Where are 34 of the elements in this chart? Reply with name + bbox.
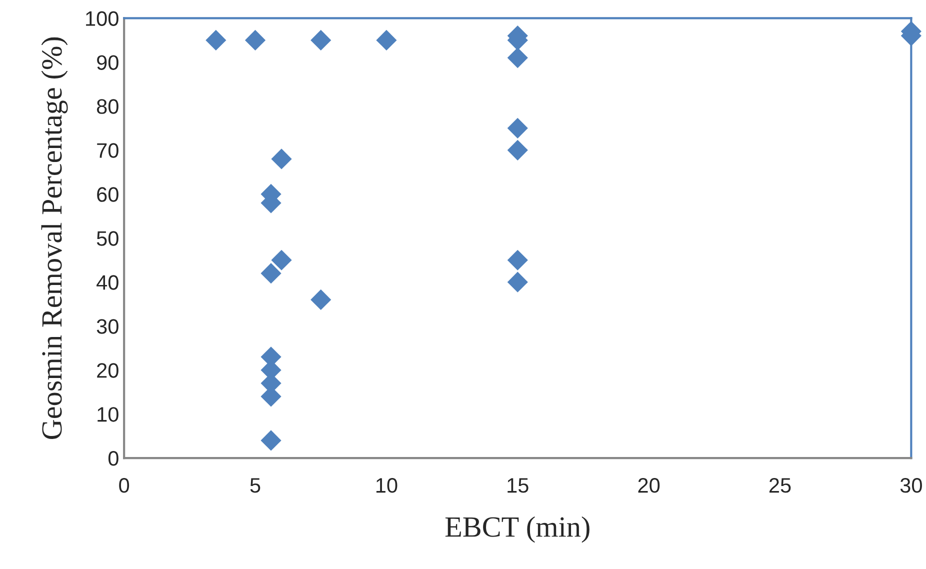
point bbox=[260, 263, 282, 284]
x-tick-label: 10 bbox=[376, 478, 398, 493]
point bbox=[310, 30, 332, 50]
y-tick-label: 70 bbox=[97, 143, 118, 158]
point bbox=[310, 289, 332, 310]
y-tick-label: 20 bbox=[97, 363, 118, 378]
point bbox=[507, 47, 528, 68]
x-tick-label: 15 bbox=[508, 478, 528, 493]
x-tick-label: 0 bbox=[119, 478, 130, 493]
y-tick-label: 30 bbox=[96, 319, 118, 334]
point bbox=[507, 272, 528, 292]
point bbox=[376, 30, 397, 50]
y-tick-label: 60 bbox=[97, 187, 118, 202]
point bbox=[507, 250, 528, 270]
y-tick-label: 100 bbox=[86, 11, 118, 26]
y-axis-title: Geosmin Removal Percentage (%) bbox=[41, 37, 68, 440]
point bbox=[206, 30, 226, 50]
point bbox=[507, 118, 528, 138]
y-tick-label: 10 bbox=[98, 407, 118, 422]
point bbox=[260, 430, 282, 451]
point bbox=[271, 250, 292, 270]
y-tick-label: 80 bbox=[96, 99, 118, 114]
y-tick-label: 0 bbox=[108, 451, 118, 466]
x-tick-label: 20 bbox=[638, 478, 660, 493]
x-tick-label: 5 bbox=[250, 478, 260, 493]
point bbox=[271, 148, 292, 170]
point bbox=[244, 30, 266, 50]
x-tick-label: 25 bbox=[769, 478, 791, 493]
y-tick-label: 40 bbox=[96, 275, 118, 290]
x-axis-title: EBCT (min) bbox=[445, 516, 590, 543]
x-tick-label: 30 bbox=[900, 478, 922, 493]
y-tick-label: 90 bbox=[97, 55, 118, 70]
point bbox=[507, 140, 528, 160]
y-tick-label: 50 bbox=[96, 231, 118, 246]
